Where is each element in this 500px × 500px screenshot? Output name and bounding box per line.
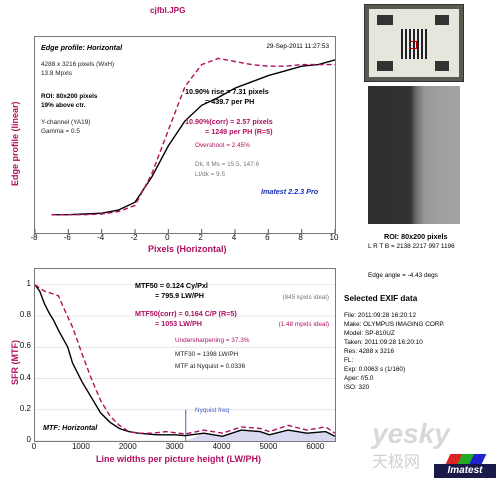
mtf-y-tick-label: 1: [26, 278, 31, 288]
mtf-x-tick-label: 0: [31, 442, 37, 451]
edge-profile-plot: [35, 57, 335, 233]
edge-x-tick-label: 8: [298, 233, 303, 242]
edge-x-tick-label: -8: [30, 233, 38, 242]
mtf-x-tick-label: 3000: [165, 442, 184, 451]
mtf-plot: [35, 284, 335, 441]
exif-title: Selected EXIF data: [344, 294, 418, 303]
mtf-subtitle: MTF: Horizontal: [43, 423, 98, 432]
mtf-x-tick-label: 2000: [118, 442, 137, 451]
mtf-x-tick-label: 4000: [212, 442, 231, 451]
mtf50-ideal: (845 kpxls ideal): [282, 294, 329, 301]
mtf-panel: MTF50 = 0.124 Cy/Pxl = 795.9 LW/PH (845 …: [34, 268, 336, 442]
imatest-logo-text: Imatest: [434, 464, 496, 478]
mtf50-cy-pxl: MTF50 = 0.124 Cy/Pxl: [135, 281, 208, 290]
roi-coordinates: L R T B = 2138 2217 997 1196: [368, 243, 455, 250]
roi-caption: ROI: 80x200 pixels: [384, 232, 448, 241]
gamma: Gamma = 0.5: [41, 128, 80, 135]
edge-timestamp: 29-Sep-2011 11:27:53: [266, 43, 329, 50]
mtf-aliasing-area: [185, 430, 335, 441]
edge-x-tick-label: -2: [130, 233, 138, 242]
edge-x-tick-label: 4: [231, 233, 237, 242]
exif-make: Make: OLYMPUS IMAGING CORP.: [344, 321, 445, 328]
channel: Y-channel (YA19): [41, 119, 91, 126]
exif-taken: Taken: 2011:09:28 16:20:10: [344, 339, 423, 346]
roi-offset: 19% above ctr.: [41, 102, 86, 109]
edge-subtitle: Edge profile: Horizontal: [41, 43, 123, 52]
exif-iso: ISO: 320: [344, 384, 370, 391]
mtf-y-tick-label: 0: [26, 435, 31, 444]
mtf-y-tick-label: 0.4: [19, 372, 31, 382]
image-size: 4288 x 3216 pixels (WxH): [41, 61, 115, 68]
edge-x-tick-label: 10: [329, 233, 339, 242]
edge-x-tick-label: 2: [198, 233, 203, 242]
edge-y-axis-label: Edge profile (linear): [10, 101, 20, 186]
rise-per-ph: = 439.7 per PH: [205, 97, 255, 106]
mtf-y-axis-label: SFR (MTF): [10, 340, 20, 385]
mtf30: MTF30 = 1398 LW/PH: [175, 351, 239, 358]
imatest-version: Imatest 2.2.3 Pro: [261, 187, 319, 196]
mtf50-corr-lw-ph: = 1053 LW/PH: [155, 319, 202, 328]
chart-thumbnail: [364, 4, 464, 82]
rise-corr-per-ph: = 1249 per PH (R=5): [205, 127, 273, 136]
mtf-y-tick-label: 0.6: [19, 341, 31, 351]
watermark-yesky: yesky: [372, 418, 450, 449]
edge-x-tick-label: 0: [165, 233, 170, 242]
light-dark-ratio: Lt/dk = 9.5: [195, 171, 226, 178]
file-title: cjfbl.JPG: [150, 6, 186, 15]
mtf50-corr: MTF50(corr) = 0.164 C/P (R=5): [135, 309, 237, 318]
mtf-at-nyquist: MTF at Nyquist = 0.0336: [175, 363, 246, 370]
rise-corr-distance: 10.90%(corr) = 2.57 pixels: [185, 117, 273, 126]
mtf-x-tick-label: 5000: [259, 442, 278, 451]
mtf-curve-measured: [35, 284, 335, 438]
dark-light-means: Dk, lt Ms = 15.5, 147.6: [195, 161, 260, 168]
mtf-curve-corrected: [35, 284, 335, 435]
mtf-x-tick-label: 1000: [71, 442, 90, 451]
imatest-logo: Imatest: [434, 454, 496, 480]
mtf-x-tick-label: 6000: [306, 442, 325, 451]
mtf-y-tick-label: 0.8: [19, 310, 31, 320]
watermark-cn: 天极网: [372, 454, 421, 471]
edge-angle: Edge angle = -4.43 degs: [368, 272, 438, 279]
exif-file: File: 2011:09:28 16:20:12: [344, 312, 417, 319]
exif-model: Model: SP-810UZ: [344, 330, 395, 337]
roi-crop: [368, 86, 460, 224]
edge-x-tick-label: -4: [97, 233, 105, 242]
image-mpxls: 13.8 Mpxls: [41, 70, 72, 77]
nyquist-label: Nyquist freq: [195, 407, 230, 414]
mtf50-corr-ideal: (1.48 mpxls ideal): [278, 321, 329, 328]
edge-profile-panel: Edge profile: Horizontal 29-Sep-2011 11:…: [34, 36, 336, 234]
rise-distance: 10.90% rise = 7.31 pixels: [185, 87, 269, 96]
exif-aperture: Aper: f/5.0: [344, 375, 374, 382]
edge-x-tick-label: -6: [63, 233, 71, 242]
edge-x-tick-label: 6: [265, 233, 270, 242]
mtf-x-axis-label: Line widths per picture height (LW/PH): [96, 454, 262, 464]
mtf50-lw-ph: = 795.9 LW/PH: [155, 291, 204, 300]
exif-fl: FL:: [344, 357, 354, 364]
roi-size: ROI: 80x200 pixels: [41, 93, 98, 100]
undersharpening: Undersharpening = 37.3%: [175, 337, 250, 344]
edge-x-axis-label: Pixels (Horizontal): [148, 244, 227, 254]
edge-curve-measured: [51, 59, 335, 216]
edge-curve-corrected: [51, 57, 335, 216]
mtf-y-tick-label: 0.2: [19, 403, 31, 413]
overshoot: Overshoot = 2.45%: [195, 142, 250, 149]
exif-exposure: Exp: 0.0063 s (1/160): [344, 366, 406, 373]
exif-res: Res: 4288 x 3216: [344, 348, 395, 355]
